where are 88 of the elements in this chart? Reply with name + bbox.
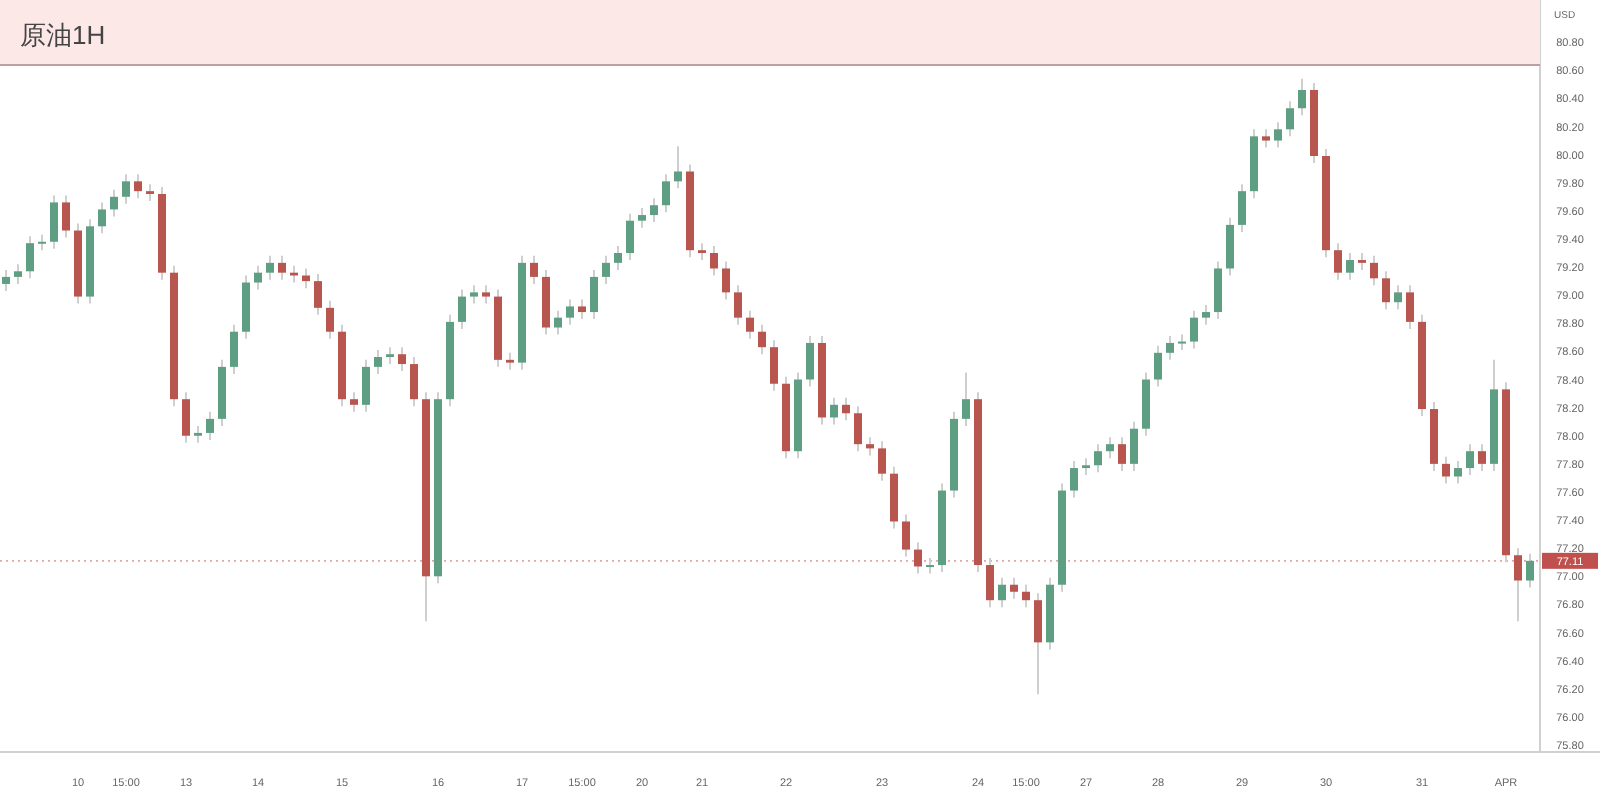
candlestick — [746, 309, 754, 340]
candlestick — [122, 173, 130, 205]
candlestick — [1442, 455, 1450, 485]
candlestick — [26, 235, 34, 280]
candlestick — [1466, 443, 1474, 477]
candlestick — [722, 260, 730, 301]
candlestick — [50, 194, 58, 250]
candlestick — [734, 284, 742, 326]
candlestick — [1118, 436, 1126, 472]
candlestick — [530, 254, 538, 285]
candlestick — [1010, 576, 1018, 600]
candlestick — [614, 244, 622, 271]
candlestick — [770, 339, 778, 392]
candlestick — [410, 356, 418, 408]
candlestick — [14, 263, 22, 285]
candlestick — [830, 396, 838, 426]
candlestick — [866, 436, 874, 457]
candlestick — [1238, 183, 1246, 233]
candlestick — [590, 268, 598, 321]
candlestick — [674, 145, 682, 190]
candlestick — [566, 298, 574, 326]
candlestick — [878, 440, 886, 482]
candlestick — [1154, 344, 1162, 388]
candlestick — [470, 284, 478, 305]
candlestick — [1382, 270, 1390, 311]
candlestick — [266, 254, 274, 281]
candlestick — [362, 358, 370, 413]
candlestick — [110, 188, 118, 218]
candlestick — [1406, 284, 1414, 330]
candlestick — [758, 323, 766, 356]
candlestick — [1334, 242, 1342, 281]
candlestick — [1226, 216, 1234, 277]
candlestick — [602, 254, 610, 285]
candlestick — [134, 173, 142, 200]
candlestick — [854, 405, 862, 453]
candlestick — [1022, 583, 1030, 609]
candlestick — [554, 309, 562, 336]
candlestick — [206, 410, 214, 441]
candlestick — [1262, 128, 1270, 149]
candlestick — [1094, 443, 1102, 474]
candlestick — [1394, 284, 1402, 311]
candlestick — [710, 244, 718, 277]
candlestick — [1202, 304, 1210, 326]
picture-title-banner: 原油1H — [0, 0, 1540, 66]
candlestick — [278, 254, 286, 281]
candlestick — [1190, 309, 1198, 350]
candlestick — [662, 173, 670, 214]
candlestick — [374, 349, 382, 375]
candlestick — [1346, 252, 1354, 281]
candlestick — [482, 284, 490, 305]
candlestick — [1034, 592, 1042, 696]
candlestick — [806, 334, 814, 388]
candlestick — [890, 465, 898, 530]
candlestick — [254, 264, 262, 291]
candlestick — [842, 396, 850, 422]
candlestick — [902, 513, 910, 558]
candlestick — [302, 267, 310, 290]
candlestick — [1130, 420, 1138, 472]
candlestick — [98, 201, 106, 235]
candlestick — [1298, 77, 1306, 117]
candlestick — [1454, 460, 1462, 485]
candlestick — [638, 207, 646, 229]
candlestick — [914, 541, 922, 575]
candlestick — [1214, 260, 1222, 321]
candlestick — [1166, 334, 1174, 361]
candlestick — [1274, 121, 1282, 149]
candlestick — [1514, 547, 1522, 623]
candlestick — [350, 391, 358, 413]
candlestick — [398, 346, 406, 373]
candlestick — [962, 371, 970, 427]
candlestick — [230, 323, 238, 375]
candlestick — [1070, 460, 1078, 499]
candlestick — [1478, 443, 1486, 472]
candlestick — [1106, 436, 1114, 460]
candlestick — [2, 268, 10, 292]
candlestick — [458, 288, 466, 330]
candlestick — [578, 298, 586, 321]
candlestick — [998, 576, 1006, 609]
candlestick — [182, 391, 190, 444]
candlestick — [1526, 552, 1534, 589]
candlestick — [650, 197, 658, 224]
candlestick — [326, 299, 334, 340]
candlestick — [1370, 254, 1378, 287]
candlestick — [62, 194, 70, 239]
candlestick — [626, 212, 634, 262]
candlestick — [314, 273, 322, 316]
candlestick — [1286, 100, 1294, 138]
candlestick — [986, 557, 994, 609]
